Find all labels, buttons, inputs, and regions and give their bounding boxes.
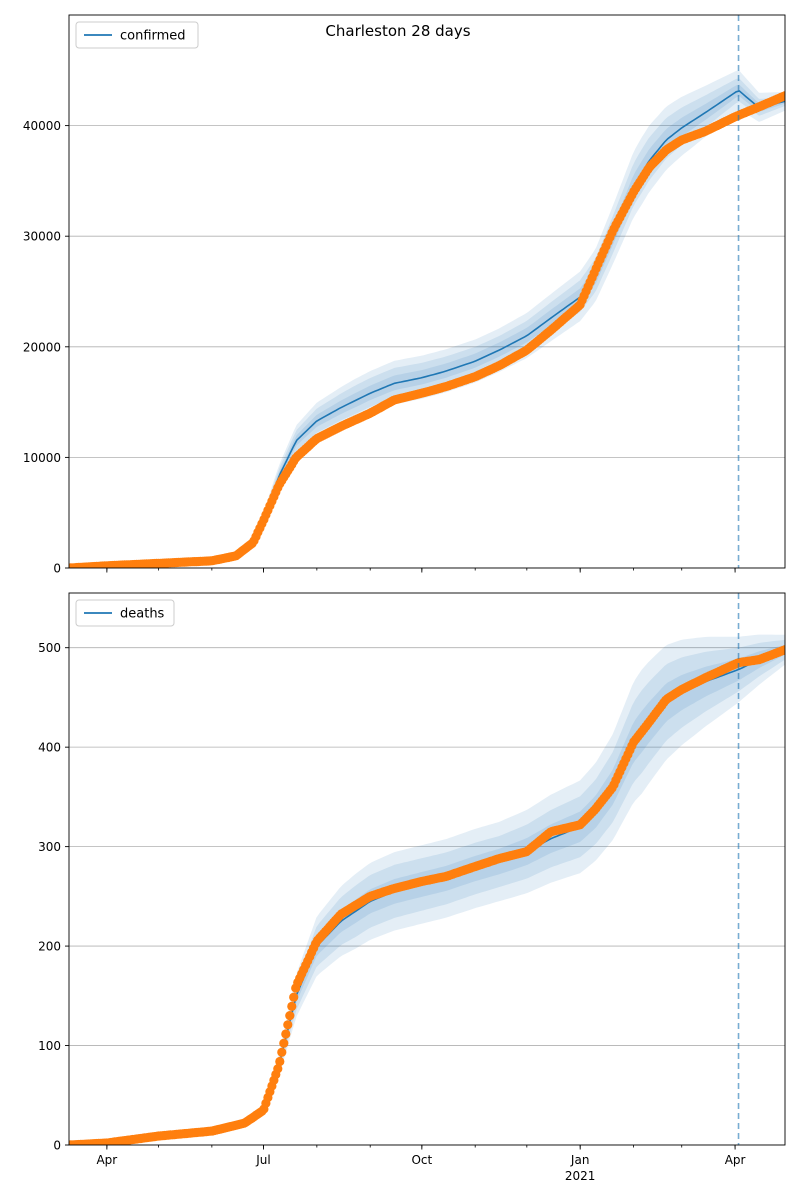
uncertainty-band — [69, 634, 785, 1145]
observed-point — [285, 1011, 295, 1021]
observed-point — [281, 1029, 291, 1039]
chart-title: Charleston 28 days — [325, 22, 470, 40]
y-tick-label: 100 — [38, 1039, 61, 1053]
observed-point — [273, 1064, 283, 1074]
observed-point — [780, 91, 785, 101]
plot-area — [69, 593, 785, 1145]
legend-box — [75, 599, 175, 627]
legend-label: confirmed — [120, 29, 186, 44]
legend-label: deaths — [120, 607, 165, 622]
y-tick-label: 0 — [53, 562, 61, 576]
y-tick-label: 0 — [53, 1139, 61, 1153]
observed-point — [275, 1056, 285, 1067]
y-tick-label: 40000 — [23, 119, 61, 133]
observed-point — [277, 1047, 287, 1057]
y-tick-label: 500 — [38, 641, 61, 655]
uncertainty-band — [69, 644, 785, 1145]
observed-point — [283, 1020, 293, 1030]
x-tick-label: Oct — [411, 1153, 432, 1167]
uncertainty-band — [69, 70, 785, 568]
observed-point — [287, 1001, 297, 1012]
y-tick-label: 400 — [38, 741, 61, 755]
plot-area — [69, 15, 785, 568]
deaths-panel: 0 100 200 300 400 500 Apr Jul Oct Jan 2021 Apr death… — [38, 592, 786, 1183]
y-tick-label: 300 — [38, 840, 61, 854]
x-tick-label: Jan — [570, 1153, 590, 1167]
y-tick-label: 10000 — [23, 451, 61, 465]
observed-point — [279, 1038, 289, 1048]
y-tick-label: 200 — [38, 940, 61, 954]
confirmed-panel: 0 10000 20000 30000 40000 confirmed — [23, 14, 786, 576]
axes-frame — [68, 14, 786, 569]
y-tick-label: 30000 — [23, 230, 61, 244]
legend-box — [75, 21, 199, 49]
uncertainty-band — [69, 639, 785, 1145]
axes-frame — [68, 592, 786, 1146]
x-tick-label: Jul — [255, 1153, 270, 1167]
y-tick-label: 20000 — [23, 340, 61, 354]
observed-point — [780, 645, 785, 655]
x-tick-label: Apr — [96, 1153, 117, 1167]
observed-point — [289, 992, 299, 1002]
x-tick-sublabel: 2021 — [565, 1169, 596, 1183]
x-tick-label: Apr — [725, 1153, 746, 1167]
